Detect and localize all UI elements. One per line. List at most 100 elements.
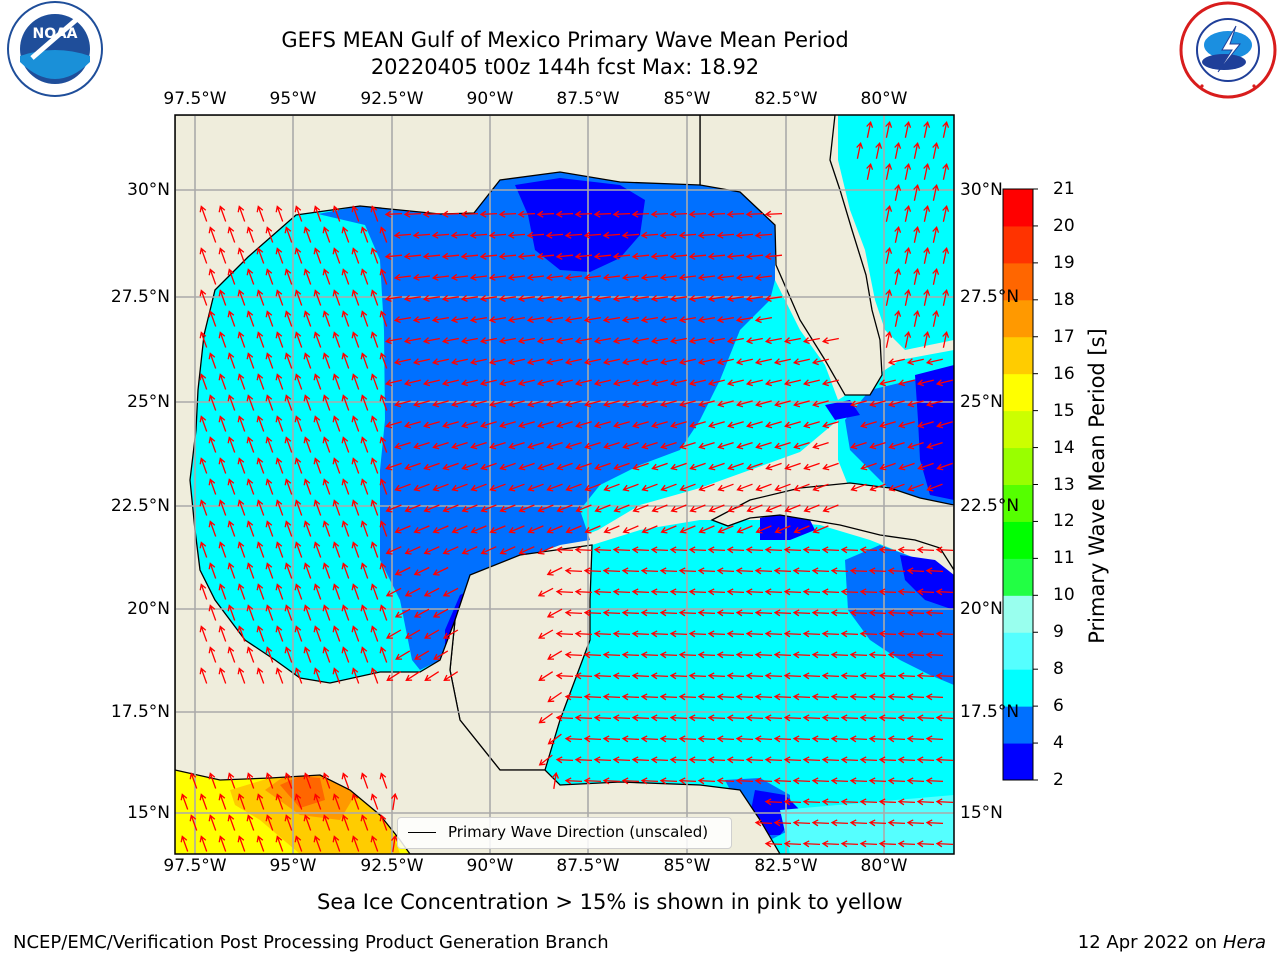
wave-arrow bbox=[208, 520, 217, 537]
wave-arrow bbox=[603, 441, 620, 450]
wave-arrow bbox=[612, 379, 630, 387]
noaa-logo-text: NOAA bbox=[33, 26, 78, 42]
wave-arrow bbox=[384, 252, 403, 260]
wave-arrow bbox=[678, 567, 697, 575]
wave-arrow bbox=[689, 462, 706, 471]
wave-arrow bbox=[441, 294, 459, 303]
wave-arrow bbox=[403, 337, 421, 345]
wave-arrow bbox=[670, 462, 687, 471]
wave-arrow bbox=[265, 478, 274, 495]
wave-arrow bbox=[793, 483, 810, 492]
wave-arrow bbox=[678, 693, 697, 701]
wave-arrow bbox=[351, 583, 360, 600]
wave-arrow bbox=[670, 421, 687, 429]
wave-arrow bbox=[480, 504, 497, 513]
wave-arrow bbox=[394, 441, 411, 450]
chart-title: GEFS MEAN Gulf of Mexico Primary Wave Me… bbox=[180, 27, 950, 81]
wave-arrow bbox=[840, 630, 859, 638]
wave-arrow bbox=[783, 337, 801, 345]
wave-arrow bbox=[697, 777, 716, 785]
wave-arrow bbox=[793, 400, 810, 408]
wave-arrow bbox=[294, 289, 303, 306]
wave-arrow bbox=[765, 504, 782, 513]
wave-arrow bbox=[764, 840, 783, 848]
wave-arrow bbox=[878, 630, 897, 638]
wave-arrow bbox=[755, 441, 772, 450]
wave-arrow bbox=[849, 609, 868, 617]
wave-arrow bbox=[208, 562, 217, 579]
wave-arrow bbox=[897, 588, 916, 596]
wave-arrow bbox=[556, 462, 573, 471]
wave-arrow bbox=[868, 609, 887, 617]
wave-arrow bbox=[470, 441, 487, 450]
wave-arrow bbox=[727, 504, 744, 513]
colorbar-segment bbox=[1003, 299, 1033, 338]
wave-arrow bbox=[707, 756, 726, 764]
wave-arrow bbox=[246, 520, 255, 537]
wave-arrow bbox=[488, 231, 507, 239]
wave-arrow bbox=[697, 693, 716, 701]
wave-arrow bbox=[755, 525, 772, 534]
wave-arrow bbox=[783, 588, 802, 596]
wave-arrow bbox=[413, 566, 430, 576]
wave-arrow bbox=[518, 504, 535, 513]
wave-arrow bbox=[612, 210, 631, 218]
wave-arrow bbox=[360, 310, 369, 327]
wave-arrow bbox=[783, 379, 801, 387]
wave-arrow bbox=[697, 651, 716, 659]
wave-arrow bbox=[745, 210, 764, 218]
wave-arrow bbox=[460, 379, 478, 387]
wave-arrow bbox=[593, 294, 611, 303]
wave-arrow bbox=[360, 478, 369, 495]
wave-arrow bbox=[370, 205, 379, 222]
wave-arrow bbox=[754, 231, 773, 239]
wave-arrow bbox=[621, 609, 640, 617]
wave-arrow bbox=[885, 246, 893, 264]
wave-arrow bbox=[631, 756, 650, 764]
wave-arrow bbox=[412, 231, 431, 239]
wave-arrow bbox=[360, 520, 369, 537]
wave-arrow bbox=[517, 294, 535, 303]
wave-arrow bbox=[256, 583, 265, 600]
wave-arrow bbox=[218, 793, 227, 810]
lon-tick-top: 97.5°W bbox=[163, 89, 227, 109]
wave-arrow bbox=[765, 421, 782, 429]
wave-arrow bbox=[898, 462, 915, 471]
wave-arrow bbox=[707, 379, 725, 387]
wave-arrow bbox=[218, 667, 227, 684]
wave-arrow bbox=[384, 337, 402, 345]
wave-arrow bbox=[887, 358, 905, 366]
wave-arrow bbox=[322, 478, 331, 495]
lon-tick-top: 95°W bbox=[269, 89, 317, 109]
wave-arrow bbox=[237, 289, 246, 306]
wave-arrow bbox=[393, 316, 412, 324]
wave-arrow bbox=[413, 608, 430, 618]
wave-arrow bbox=[754, 567, 773, 575]
wave-arrow bbox=[394, 566, 411, 576]
wave-arrow bbox=[379, 310, 388, 327]
wave-arrow bbox=[913, 183, 921, 201]
wave-arrow bbox=[256, 541, 265, 558]
wave-arrow bbox=[688, 588, 707, 596]
wave-arrow bbox=[451, 400, 468, 408]
wave-arrow bbox=[432, 400, 449, 408]
wave-arrow bbox=[275, 331, 284, 348]
wave-arrow bbox=[745, 294, 763, 303]
wave-arrow bbox=[275, 835, 284, 852]
wave-arrow bbox=[303, 394, 312, 411]
wave-arrow bbox=[574, 714, 593, 722]
wave-arrow bbox=[208, 394, 217, 411]
wave-arrow bbox=[632, 421, 649, 429]
wave-arrow bbox=[821, 672, 840, 680]
wave-arrow bbox=[923, 288, 931, 306]
wave-arrow bbox=[593, 337, 611, 345]
wave-arrow bbox=[546, 525, 563, 534]
colorbar-segment bbox=[1003, 447, 1033, 485]
wave-arrow bbox=[379, 520, 388, 537]
wave-arrow bbox=[932, 225, 940, 243]
wave-arrow bbox=[351, 499, 360, 516]
wave-arrow bbox=[564, 609, 583, 617]
wave-arrow bbox=[370, 583, 379, 600]
lon-tick-top: 90°W bbox=[466, 89, 514, 109]
colorbar-segment bbox=[1003, 225, 1033, 264]
